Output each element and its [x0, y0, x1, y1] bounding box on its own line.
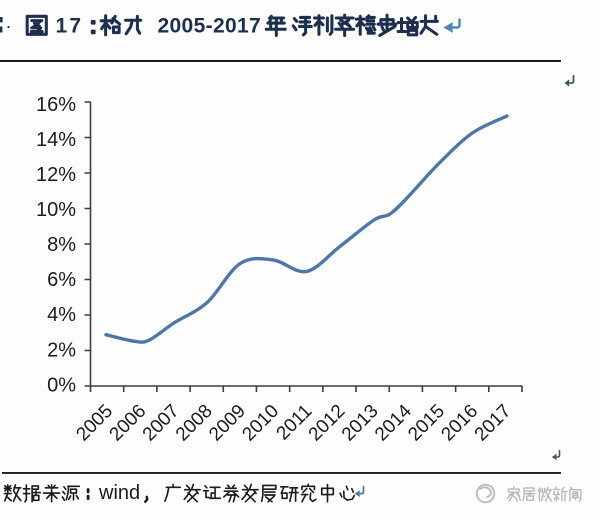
- svg-text:0%: 0%: [47, 374, 76, 396]
- svg-text:2011: 2011: [273, 401, 317, 445]
- svg-text:2017: 2017: [471, 401, 516, 446]
- svg-text:8%: 8%: [47, 234, 76, 256]
- svg-text:2013: 2013: [338, 401, 383, 446]
- svg-text:16%: 16%: [36, 94, 76, 116]
- svg-text:2012: 2012: [305, 401, 350, 446]
- svg-text:2005: 2005: [72, 401, 117, 446]
- svg-text:2014: 2014: [371, 400, 416, 445]
- svg-text:12%: 12%: [36, 164, 76, 186]
- svg-text:14%: 14%: [36, 129, 76, 151]
- svg-text:2009: 2009: [205, 401, 250, 446]
- svg-text:2006: 2006: [106, 401, 151, 446]
- svg-text:2007: 2007: [139, 401, 184, 446]
- svg-text:10%: 10%: [36, 199, 76, 221]
- svg-text:17: 17: [56, 15, 84, 38]
- svg-text:2016: 2016: [437, 401, 482, 446]
- svg-text:2008: 2008: [172, 401, 217, 446]
- svg-text:2010: 2010: [238, 401, 283, 446]
- svg-text:2015: 2015: [404, 401, 449, 446]
- svg-text:6%: 6%: [47, 269, 76, 291]
- svg-text:4%: 4%: [47, 304, 76, 326]
- svg-text:2%: 2%: [47, 339, 76, 361]
- svg-text:wind: wind: [98, 482, 140, 504]
- svg-text:2005-2017: 2005-2017: [158, 15, 262, 38]
